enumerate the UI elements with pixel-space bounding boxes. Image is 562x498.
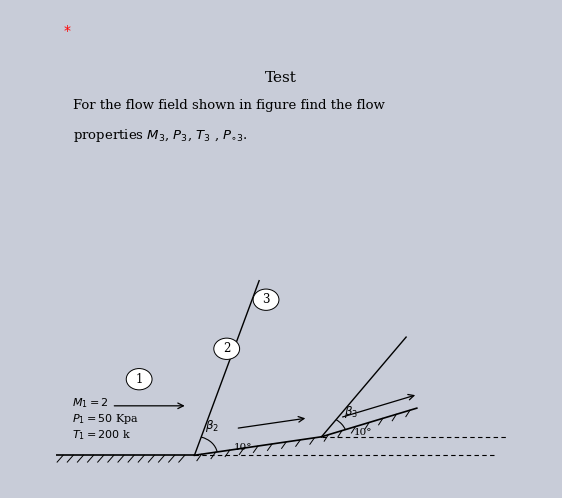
Text: For the flow field shown in figure find the flow: For the flow field shown in figure find … [73,99,385,112]
Text: *: * [64,24,70,38]
Text: 10°: 10° [234,443,252,452]
Text: properties $M_3$, $P_3$, $T_3$ , $P_{\circ3}$.: properties $M_3$, $P_3$, $T_3$ , $P_{\ci… [73,127,248,144]
Text: $\beta_3$: $\beta_3$ [345,404,359,420]
Text: 1: 1 [135,373,143,386]
Text: 3: 3 [262,293,270,306]
Circle shape [253,289,279,310]
Text: $T_1=200$ k: $T_1=200$ k [72,428,132,442]
Text: 2: 2 [223,342,230,355]
Circle shape [214,338,239,360]
Circle shape [126,369,152,390]
Text: $M_1=2$: $M_1=2$ [72,396,109,410]
Text: Test: Test [265,71,297,85]
Text: $P_1=50$ Kpa: $P_1=50$ Kpa [72,412,139,426]
Text: 10°: 10° [354,428,372,437]
Text: $\beta_2$: $\beta_2$ [205,418,219,434]
